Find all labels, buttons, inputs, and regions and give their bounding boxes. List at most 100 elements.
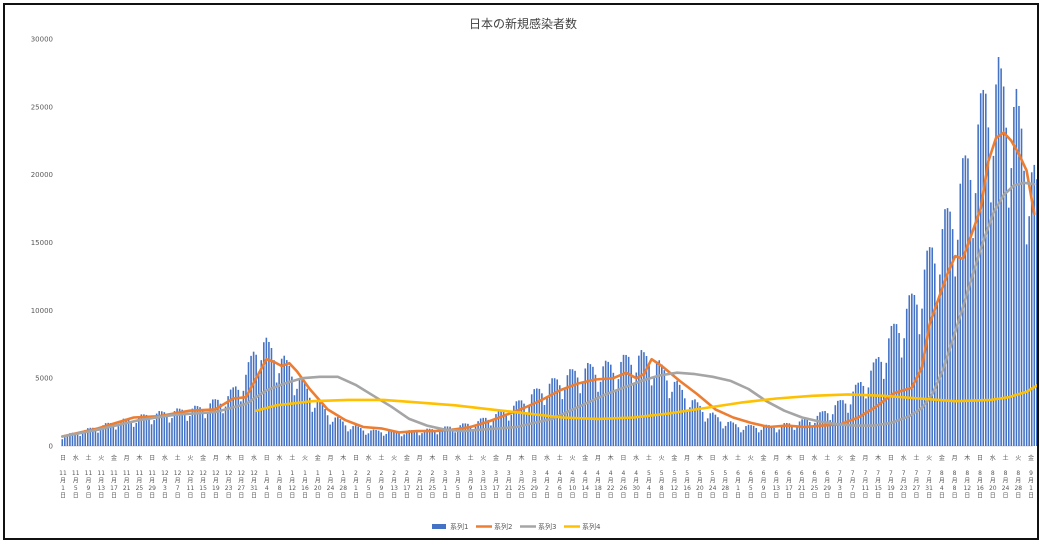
bar xyxy=(668,398,671,446)
x-tick-weekday: 木 xyxy=(340,454,346,462)
bar xyxy=(148,417,150,446)
x-tick-weekday: 水 xyxy=(277,454,283,462)
bar xyxy=(201,410,204,446)
bar xyxy=(219,403,222,446)
bar xyxy=(979,93,982,447)
line-series xyxy=(60,131,1037,438)
bar xyxy=(962,158,964,446)
bar xyxy=(84,429,87,446)
bar xyxy=(990,202,992,446)
bar xyxy=(74,432,76,446)
x-tick-date: 12 月 15 日 xyxy=(199,470,207,500)
legend-item: 系列4 xyxy=(564,522,601,531)
bar xyxy=(775,432,778,446)
bar xyxy=(278,373,280,446)
bar xyxy=(234,386,237,446)
x-tick-weekday: 水 xyxy=(990,454,996,462)
x-tick-weekday: 金 xyxy=(671,454,677,462)
bar xyxy=(79,435,81,446)
bar xyxy=(862,385,865,446)
x-tick-date: 1 月 16 日 xyxy=(301,470,309,500)
bar xyxy=(645,356,648,446)
x-tick-weekday: 水 xyxy=(73,454,79,462)
bar xyxy=(877,357,880,446)
x-tick-weekday: 土 xyxy=(378,454,384,462)
bar xyxy=(750,425,752,446)
y-axis: 0 5000 10000 15000 20000 25000 30000 xyxy=(31,36,1033,451)
x-tick-date: 7 月 11 日 xyxy=(862,470,870,500)
bar xyxy=(525,412,528,446)
bar xyxy=(436,434,439,446)
bar xyxy=(956,239,959,446)
bar xyxy=(778,429,780,446)
bar xyxy=(456,429,459,446)
bar xyxy=(446,426,449,446)
bar xyxy=(298,378,301,446)
bar xyxy=(867,387,870,446)
bar xyxy=(576,377,579,446)
bar xyxy=(714,414,717,446)
bar xyxy=(403,434,405,446)
bar xyxy=(643,352,645,446)
bar xyxy=(306,388,308,446)
chart-frame: 日本の新規感染者数 0 5000 10000 15000 20000 25000 30000… xyxy=(3,3,1039,540)
bar xyxy=(155,413,158,446)
bar xyxy=(454,432,456,446)
bar xyxy=(671,391,673,446)
bar xyxy=(255,354,257,446)
legend-label: 系列2 xyxy=(494,522,512,531)
bar xyxy=(686,411,689,446)
bar xyxy=(410,430,413,446)
bar xyxy=(482,417,485,446)
bar xyxy=(617,379,620,446)
bar xyxy=(908,295,911,446)
bar xyxy=(283,355,286,446)
x-tick-date: 4 月 10 日 xyxy=(569,470,577,500)
x-tick-weekday: 水 xyxy=(722,454,728,462)
bar xyxy=(967,158,969,447)
chart-title: 日本の新規感染者数 xyxy=(469,16,577,31)
bar xyxy=(587,362,589,446)
bar xyxy=(954,276,956,446)
bar xyxy=(321,404,324,446)
bar xyxy=(433,430,436,446)
bar xyxy=(768,425,770,446)
x-tick-date: 8 月 28 日 xyxy=(1014,470,1022,500)
bar xyxy=(382,435,385,446)
bar xyxy=(982,89,985,447)
bar xyxy=(594,374,597,446)
bar xyxy=(630,364,632,446)
x-tick-date: 1 月 28 日 xyxy=(339,470,347,500)
bar xyxy=(479,418,482,446)
bar xyxy=(513,405,515,446)
bar xyxy=(538,388,541,446)
bar xyxy=(1028,216,1030,446)
x-tick-weekday: 水 xyxy=(366,454,372,462)
legend-label: 系列1 xyxy=(450,522,468,531)
bar xyxy=(462,423,464,446)
bar xyxy=(1018,105,1020,447)
bar xyxy=(589,364,592,446)
bar xyxy=(166,415,168,446)
y-tick-label: 5000 xyxy=(35,375,53,383)
x-tick-weekday: 木 xyxy=(875,454,881,462)
x-tick-date: 3 月 21 日 xyxy=(505,470,513,500)
x-tick-weekday: 日 xyxy=(149,455,155,462)
x-tick-weekday: 金 xyxy=(493,454,499,462)
bar xyxy=(903,338,905,446)
bar xyxy=(487,419,490,446)
bar xyxy=(747,424,750,446)
x-tick-weekday: 火 xyxy=(391,455,397,462)
bar xyxy=(933,263,936,446)
x-tick-weekday: 土 xyxy=(557,454,563,462)
bar xyxy=(969,179,972,446)
bar xyxy=(783,423,786,446)
bar xyxy=(543,404,546,446)
legend-item: 系列2 xyxy=(476,522,512,531)
x-tick-date: 4 月 18 日 xyxy=(594,470,602,500)
bar xyxy=(798,421,801,446)
